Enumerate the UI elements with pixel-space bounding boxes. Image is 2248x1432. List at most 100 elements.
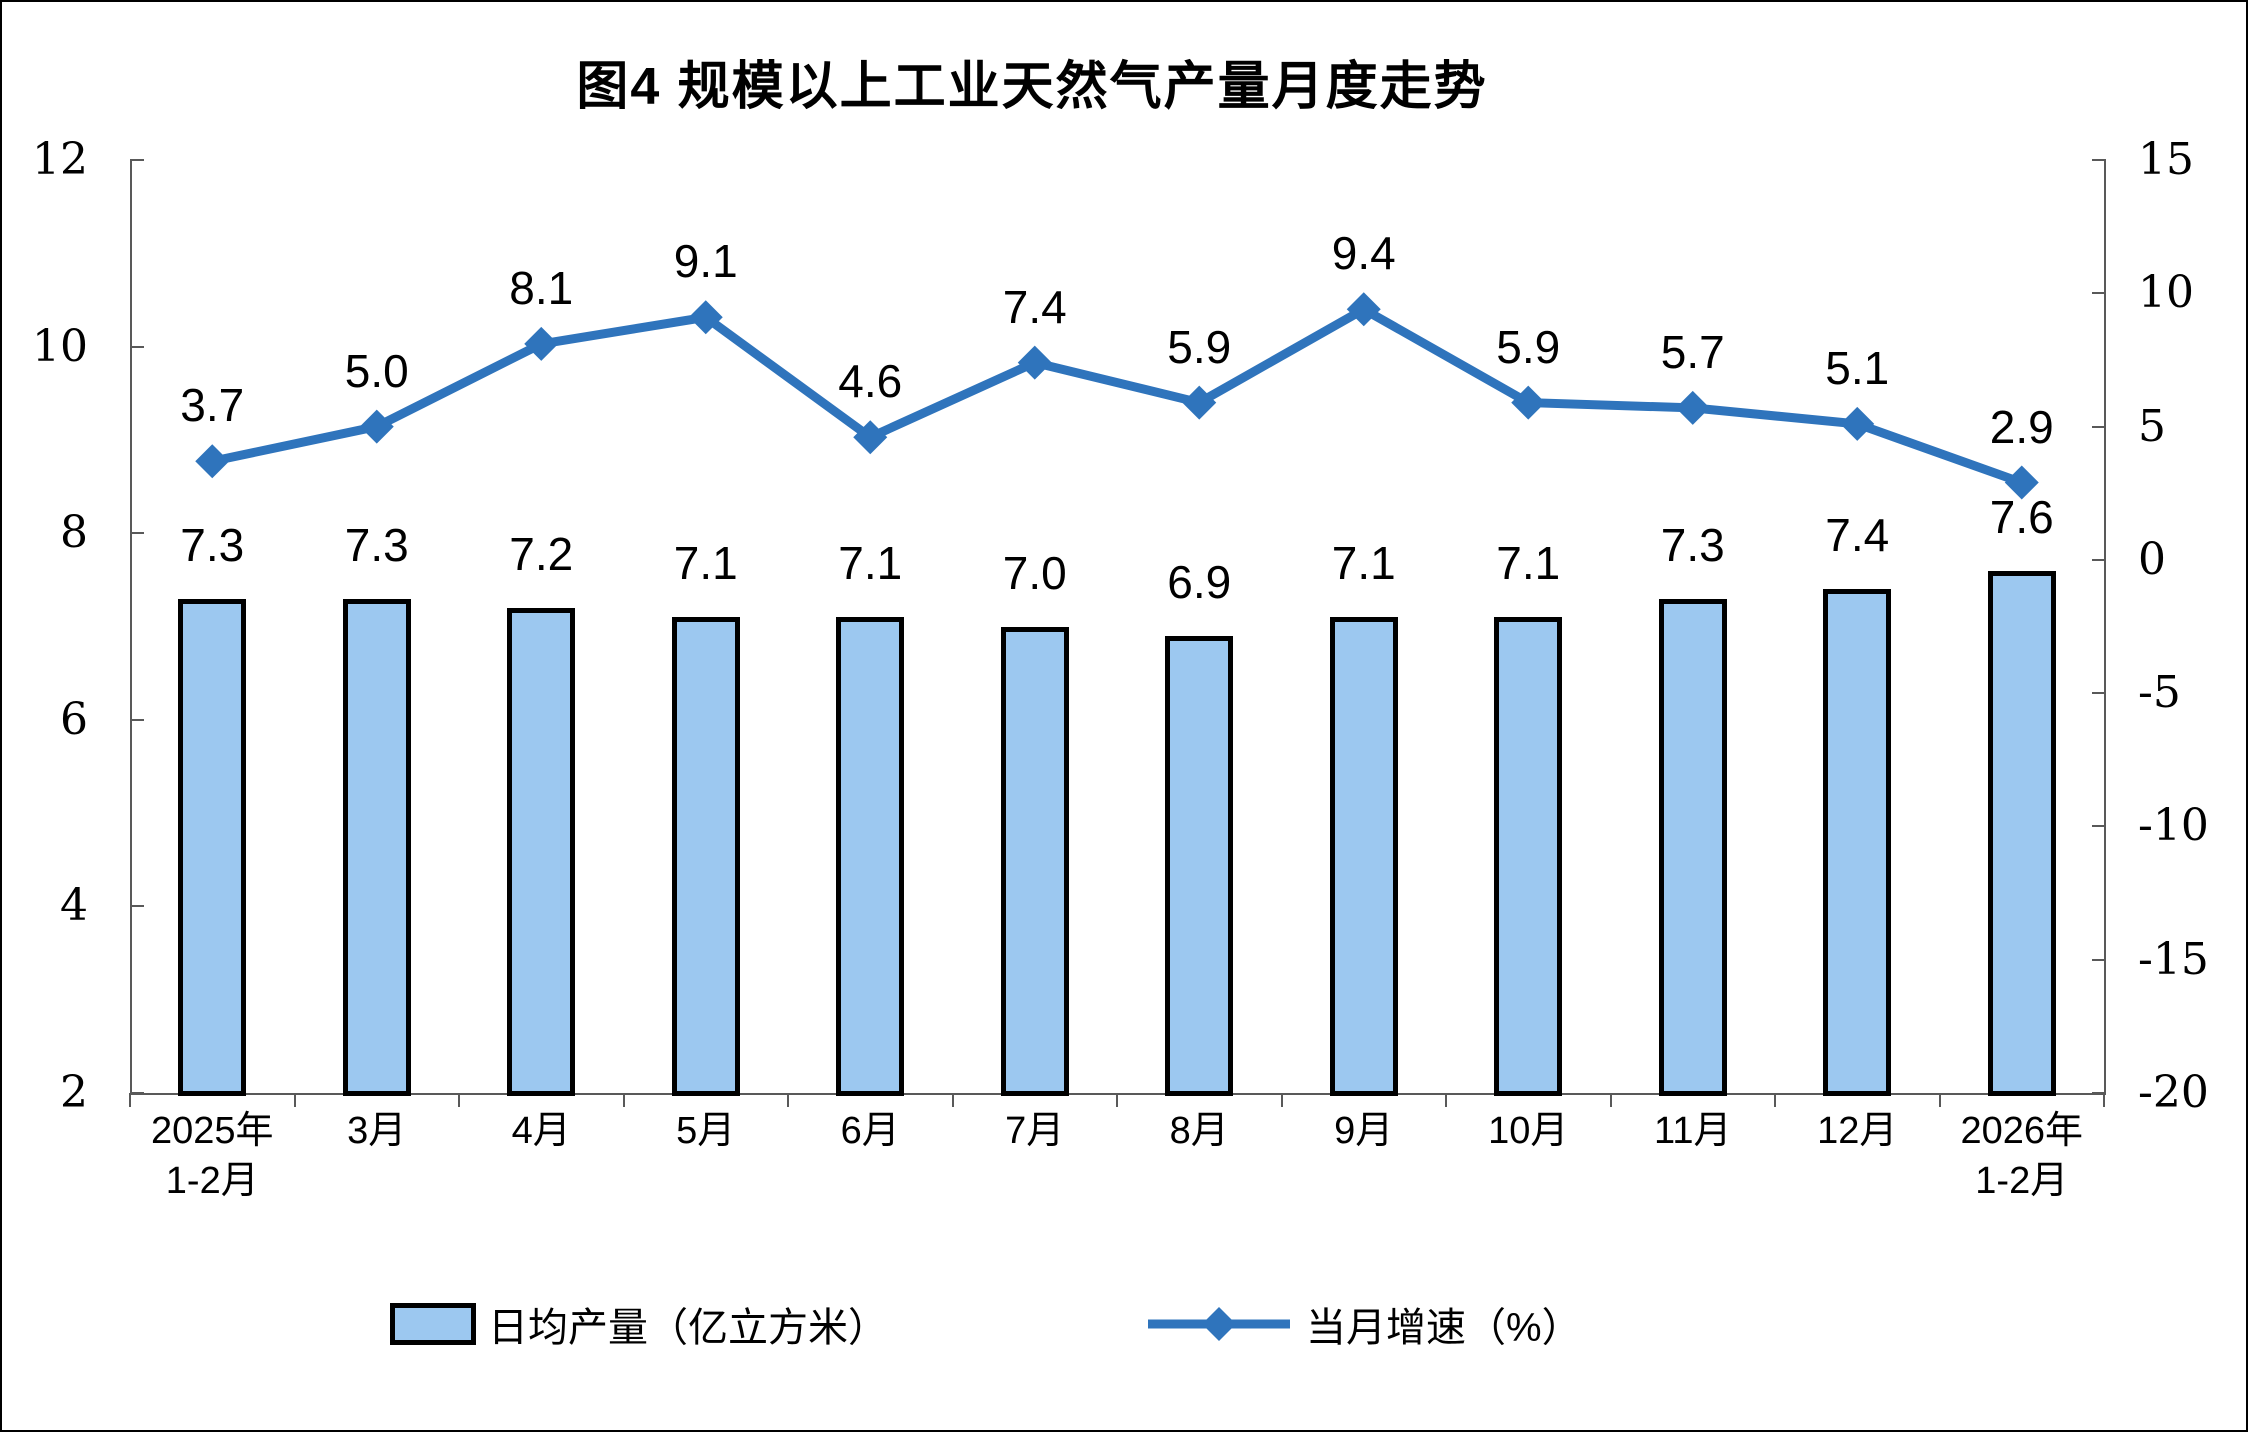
line-marker-diamond-icon [1675, 390, 1710, 425]
bar [1823, 589, 1892, 1096]
right-axis-tick-label: 0 [2138, 533, 2166, 585]
x-axis-category-label: 9月 [1282, 1106, 1447, 1156]
bar-value-label: 6.9 [1167, 555, 1232, 608]
line-value-label: 3.7 [180, 379, 245, 432]
x-axis-category-line: 3月 [347, 1110, 407, 1152]
line-marker-diamond-icon [853, 420, 888, 455]
line-value-label: 5.1 [1825, 341, 1890, 394]
right-axis-tick [2092, 692, 2106, 695]
x-axis-tick [129, 1093, 131, 1107]
right-axis-tick [2092, 558, 2106, 561]
left-axis-tick-label: 8 [60, 507, 88, 559]
x-axis-category-label: 3月 [295, 1106, 460, 1156]
bar-value-label: 7.1 [673, 537, 738, 590]
line-value-label: 5.0 [344, 344, 409, 397]
bar-value-label: 7.3 [344, 518, 409, 571]
bar-value-label: 7.6 [1989, 490, 2054, 543]
bar [1329, 617, 1398, 1096]
bar [836, 617, 905, 1096]
line-value-label: 2.9 [1989, 400, 2054, 453]
right-axis-tick-label: 5 [2138, 400, 2166, 452]
x-axis-category-line: 12月 [1817, 1110, 1898, 1152]
line-value-label: 5.9 [1496, 320, 1561, 373]
left-axis-tick [130, 345, 144, 348]
left-axis-tick-label: 6 [60, 693, 88, 745]
x-axis-category-line: 6月 [840, 1110, 900, 1152]
x-axis-tick [787, 1093, 789, 1107]
line-marker-diamond-icon [1017, 345, 1052, 380]
line-marker-diamond-icon [359, 409, 394, 444]
right-axis-line [2104, 160, 2106, 1095]
right-axis-tick-label: -5 [2138, 667, 2181, 719]
x-axis-tick [458, 1093, 460, 1107]
bar [178, 598, 247, 1096]
right-axis-tick [2092, 825, 2106, 828]
x-axis-category-line: 11月 [1654, 1110, 1732, 1152]
x-axis-category-label: 2026年 1-2月 [1940, 1106, 2105, 1206]
right-axis-tick [2092, 159, 2106, 161]
right-axis-tick-label: -20 [2138, 1067, 2209, 1118]
legend-item-bar: 日均产量（亿立方米） [390, 1294, 888, 1354]
x-axis-category-label: 12月 [1775, 1106, 1940, 1156]
bar [1658, 598, 1727, 1096]
x-axis-category-label: 8月 [1117, 1106, 1282, 1156]
line-marker-diamond-icon [1182, 385, 1217, 420]
legend-bar-label: 日均产量（亿立方米） [488, 1306, 888, 1350]
line-series-swatch-icon [1148, 1307, 1290, 1341]
line-value-label: 9.1 [673, 235, 738, 288]
bar-value-label: 7.3 [1660, 518, 1725, 571]
x-axis-line [130, 1093, 2106, 1095]
x-axis-category-line: 4月 [511, 1110, 571, 1152]
x-axis-category-label: 4月 [459, 1106, 624, 1156]
right-axis-tick [2092, 958, 2106, 961]
x-axis-tick [1445, 1093, 1447, 1107]
x-axis-category-label: 11月 [1611, 1106, 1776, 1156]
legend-line-label: 当月增速（%） [1306, 1306, 1582, 1350]
line-marker-diamond-icon [195, 444, 230, 479]
left-axis-tick [130, 159, 144, 161]
line-marker-diamond-icon [1346, 292, 1381, 327]
bar [1165, 635, 1234, 1096]
left-axis-line [130, 160, 132, 1095]
legend-item-line: 当月增速（%） [1144, 1294, 1582, 1354]
right-axis-tick-label: 10 [2138, 267, 2194, 319]
x-axis-tick [1280, 1093, 1283, 1107]
bar-value-label: 7.0 [1002, 546, 1067, 599]
left-axis-tick-label: 10 [32, 320, 88, 372]
bar-value-label: 7.4 [1825, 509, 1890, 562]
left-axis-tick-label: 4 [60, 880, 88, 932]
bar [507, 607, 576, 1096]
x-axis-tick [1774, 1093, 1776, 1107]
x-axis-category-line: 5月 [676, 1110, 736, 1152]
line-value-label: 8.1 [509, 261, 574, 314]
right-axis-tick-label: -15 [2138, 933, 2209, 985]
x-axis-tick [2103, 1093, 2105, 1107]
line-value-label: 4.6 [838, 355, 903, 408]
bar-value-label: 7.1 [1496, 537, 1561, 590]
bar [671, 617, 740, 1096]
line-value-label: 5.9 [1167, 320, 1232, 373]
x-axis-tick [1938, 1093, 1941, 1107]
line-marker-diamond-icon [524, 326, 559, 361]
bar-value-label: 7.2 [509, 527, 574, 580]
chart-title: 图4 规模以上工业天然气产量月度走势 [576, 58, 1488, 116]
left-axis-tick [130, 718, 144, 721]
x-axis-tick [951, 1093, 954, 1107]
left-axis-tick-label: 2 [60, 1067, 88, 1118]
legend: 日均产量（亿立方米） 当月增速（%） [2, 1294, 2246, 1354]
left-axis-tick-label: 12 [32, 134, 88, 185]
right-axis-tick-label: -10 [2138, 800, 2209, 852]
x-axis-tick [293, 1093, 296, 1107]
x-axis-category-line: 8月 [1169, 1110, 1229, 1152]
line-value-label: 7.4 [1002, 280, 1067, 333]
line-marker-diamond-icon [688, 300, 723, 335]
bar [1000, 626, 1069, 1096]
x-axis-category-line: 1-2月 [165, 1160, 259, 1202]
x-axis-category-line: 9月 [1334, 1110, 1394, 1152]
x-axis-category-line: 2026年 [1960, 1110, 2084, 1152]
bar-value-label: 7.1 [838, 537, 903, 590]
x-axis-category-label: 2025年 1-2月 [130, 1106, 295, 1206]
left-axis-tick [130, 532, 144, 535]
line-marker-diamond-icon [1511, 385, 1546, 420]
